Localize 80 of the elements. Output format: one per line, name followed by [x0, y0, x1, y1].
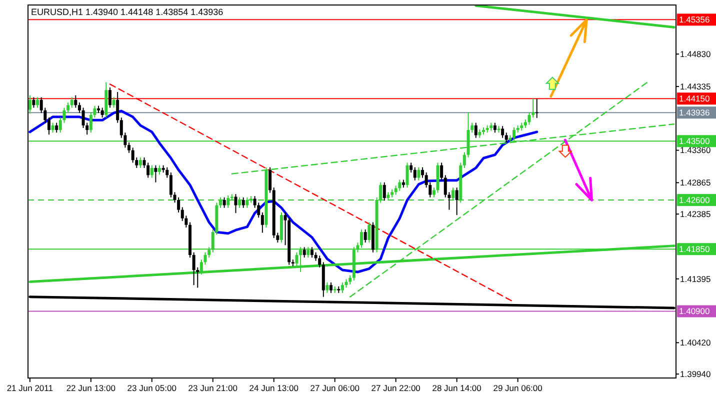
y-tick-label: 1.44335	[680, 81, 711, 92]
ref-line-label: 1.40900	[679, 306, 710, 316]
candlestick	[318, 255, 322, 268]
candlestick	[398, 179, 402, 192]
y-tick-label: 1.42385	[680, 209, 711, 220]
candlestick	[532, 98, 535, 118]
candlestick	[501, 126, 504, 138]
x-tick-label: 27 Jun 06:00	[310, 383, 360, 393]
candlestick	[302, 246, 306, 258]
candlestick	[474, 122, 478, 138]
ref-line-label: 1.45356	[679, 14, 710, 25]
candlestick	[222, 196, 226, 208]
candlestick	[382, 182, 386, 202]
candlestick	[36, 96, 40, 108]
candlestick	[340, 282, 344, 294]
candlestick	[112, 96, 116, 108]
candlestick	[348, 274, 352, 285]
y-tick-label: 1.40420	[680, 338, 711, 348]
candlestick	[70, 96, 74, 108]
x-tick-label: 27 Jun 22:00	[371, 383, 421, 393]
x-tick-label: 29 Jun 06:00	[493, 383, 543, 393]
candlestick	[169, 172, 172, 198]
candlestick	[432, 187, 436, 198]
candlestick	[455, 187, 458, 216]
candlestick	[158, 164, 162, 175]
candlestick	[32, 96, 36, 108]
candlestick	[268, 166, 272, 194]
candlestick	[364, 228, 367, 244]
candlestick	[528, 112, 531, 126]
candlestick	[74, 94, 78, 108]
candlestick	[55, 122, 58, 134]
candlestick	[406, 162, 409, 188]
candlestick	[116, 92, 120, 124]
candlestick	[150, 164, 154, 178]
ref-line-label: 1.44150	[679, 94, 710, 104]
candlestick	[326, 282, 329, 294]
candlestick	[166, 166, 169, 178]
candlestick	[462, 152, 466, 168]
candlestick	[440, 162, 444, 181]
ref-line-label: 1.41850	[679, 244, 710, 254]
candlestick	[413, 166, 416, 181]
candlestick	[108, 86, 112, 108]
x-tick-label: 24 Jun 13:00	[249, 383, 299, 393]
candlestick	[128, 142, 131, 154]
candlestick	[100, 107, 104, 118]
candlestick	[417, 166, 420, 181]
x-tick-label: 22 Jun 13:00	[66, 383, 116, 393]
candlestick	[47, 117, 50, 136]
ref-line-label: 1.42600	[679, 194, 710, 205]
candlestick	[310, 246, 314, 258]
y-tick-label: 1.43360	[680, 145, 711, 156]
candlestick	[295, 252, 298, 267]
y-tick-label: 1.41395	[680, 274, 711, 284]
candlestick	[421, 166, 424, 178]
candlestick	[66, 102, 70, 114]
y-tick-label: 1.42865	[680, 178, 711, 188]
candlestick	[51, 122, 54, 134]
candlestick	[78, 102, 81, 114]
candlestick	[330, 282, 333, 294]
chart-title: EURUSD,H1 1.43940 1.44148 1.43854 1.43936	[31, 7, 224, 17]
line-series	[28, 110, 538, 274]
candlestick	[154, 164, 158, 183]
candlestick	[192, 252, 196, 286]
y-tick-label: 1.44830	[680, 49, 711, 60]
candlestick	[504, 132, 508, 143]
ref-line-label: 1.43936	[679, 108, 710, 118]
ref-line-label: 1.43500	[679, 136, 710, 146]
candlestick	[138, 156, 142, 168]
candlestick	[410, 162, 413, 174]
candlestick	[493, 122, 496, 134]
candlestick	[368, 222, 371, 244]
x-tick-label: 21 Jun 2011	[6, 383, 54, 393]
candlestick	[242, 196, 245, 208]
x-tick-label: 28 Jun 14:00	[432, 383, 482, 393]
x-tick-label: 23 Jun 05:00	[127, 383, 177, 393]
x-tick-label: 23 Jun 21:00	[188, 383, 238, 393]
candlestick	[260, 212, 264, 234]
candlestick	[234, 194, 238, 214]
y-tick-label: 1.39940	[680, 369, 711, 380]
candlestick	[28, 94, 32, 114]
